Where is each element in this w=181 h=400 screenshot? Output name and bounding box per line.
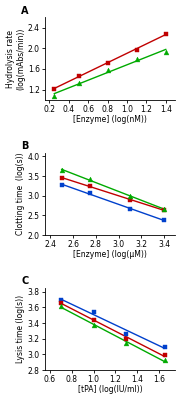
Text: C: C — [21, 276, 28, 286]
X-axis label: [Enzyme] (log(nM)): [Enzyme] (log(nM)) — [73, 115, 147, 124]
Y-axis label: Clotting time  (log(s)): Clotting time (log(s)) — [16, 152, 25, 235]
Y-axis label: Hydrolysis rate
(log(mAbs/min)): Hydrolysis rate (log(mAbs/min)) — [6, 28, 25, 90]
X-axis label: [tPA] (log(IU/ml)): [tPA] (log(IU/ml)) — [78, 386, 142, 394]
Y-axis label: Lysis time (log(s)): Lysis time (log(s)) — [16, 295, 25, 363]
Text: A: A — [21, 6, 29, 16]
X-axis label: [Enzyme] (log(μM)): [Enzyme] (log(μM)) — [73, 250, 147, 259]
Text: B: B — [21, 141, 28, 151]
